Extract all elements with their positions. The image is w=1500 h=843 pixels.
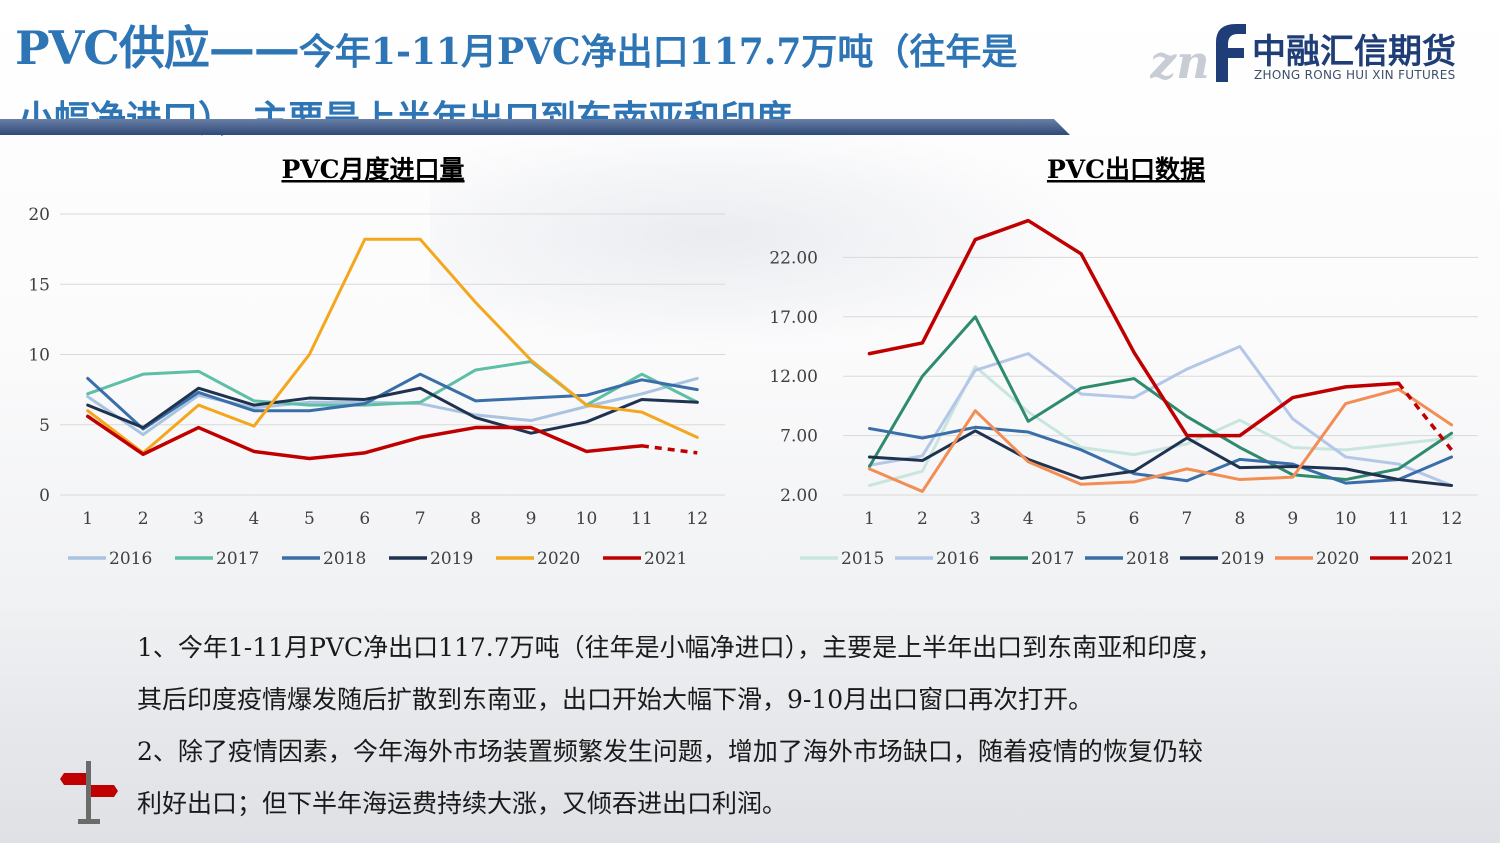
x-tick-label: 1 — [82, 509, 93, 529]
series-line-2018 — [867, 425, 1454, 485]
y-tick-label: 7.00 — [780, 427, 818, 447]
series-line-2017 — [86, 360, 699, 407]
company-logo: zn 中融汇信期货 ZHONG RONG HUI XIN FUTURES — [1149, 18, 1480, 89]
x-tick-label: 5 — [304, 509, 315, 529]
y-tick-label: 2.00 — [780, 486, 818, 506]
x-tick-label: 6 — [1129, 509, 1140, 529]
legend-label-2016: 2016 — [109, 549, 152, 569]
logo-chinese-name: 中融汇信期货 — [1252, 32, 1456, 72]
x-tick-label: 10 — [576, 509, 598, 529]
x-tick-label: 8 — [1234, 509, 1245, 529]
note-1-line-2: 其后印度疫情爆发随后扩散到东南亚，出口开始大幅下滑，9-10月出口窗口再次打开。 — [137, 685, 1094, 714]
legend-label-2016: 2016 — [936, 549, 979, 569]
y-tick-label: 15 — [28, 275, 50, 295]
series-line-2019 — [86, 386, 699, 435]
legend-label-2017: 2017 — [216, 549, 259, 569]
signpost-icon — [60, 755, 120, 825]
legend-label-2020: 2020 — [537, 549, 580, 569]
title-sub-line-1: 今年1-11月PVC净出口117.7万吨（往年是 — [298, 31, 1018, 73]
x-tick-label: 5 — [1076, 509, 1087, 529]
y-tick-label: 17.00 — [769, 308, 818, 328]
legend-label-2021: 2021 — [644, 549, 687, 569]
series-dashed-line-2021 — [1397, 382, 1453, 451]
commentary-text: 1、今年1-11月PVC净出口117.7万吨（往年是小幅净进口），主要是上半年出… — [137, 622, 1407, 830]
x-tick-label: 9 — [1287, 509, 1298, 529]
series-line-2019 — [867, 429, 1454, 487]
x-tick-label: 4 — [1023, 509, 1034, 529]
series-line-2016 — [867, 345, 1454, 487]
y-tick-label: 5 — [39, 416, 50, 436]
note-2-line-2: 利好出口；但下半年海运费持续大涨，又倾吞进出口利润。 — [137, 789, 788, 818]
x-tick-label: 8 — [470, 509, 481, 529]
x-tick-label: 3 — [970, 509, 981, 529]
logo-english-name: ZHONG RONG HUI XIN FUTURES — [1254, 68, 1456, 82]
legend-label-2017: 2017 — [1031, 549, 1074, 569]
series-line-2021 — [867, 218, 1401, 438]
world-map-watermark — [430, 110, 1130, 360]
title-line-1: PVC供应——今年1-11月PVC净出口117.7万吨（往年是 — [15, 12, 1017, 78]
x-tick-label: 11 — [631, 509, 653, 529]
x-tick-label: 10 — [1335, 509, 1357, 529]
x-tick-label: 9 — [526, 509, 537, 529]
title-main: PVC供应—— — [15, 21, 300, 75]
x-tick-label: 1 — [864, 509, 875, 529]
y-tick-label: 12.00 — [769, 367, 818, 387]
series-line-2020 — [86, 237, 699, 455]
chart-title: PVC月度进口量 — [281, 155, 464, 184]
x-tick-label: 12 — [1441, 509, 1463, 529]
x-tick-label: 12 — [686, 509, 708, 529]
y-tick-label: 20 — [28, 205, 50, 225]
y-tick-label: 0 — [39, 486, 50, 506]
logo-f-glyph — [1216, 24, 1246, 82]
logo-zn-glyph: zn — [1150, 35, 1210, 88]
series-line-2017 — [867, 315, 1454, 482]
series-dashed-line-2021 — [641, 444, 698, 455]
chart-title: PVC出口数据 — [1047, 155, 1205, 184]
legend-label-2019: 2019 — [430, 549, 473, 569]
x-tick-label: 4 — [249, 509, 260, 529]
znf-logo-mark: zn — [1149, 24, 1246, 89]
x-tick-label: 6 — [359, 509, 370, 529]
series-line-2021 — [85, 414, 644, 461]
legend-label-2015: 2015 — [841, 549, 884, 569]
legend-label-2020: 2020 — [1316, 549, 1359, 569]
series-line-2018 — [86, 372, 699, 431]
legend-label-2021: 2021 — [1411, 549, 1454, 569]
x-tick-label: 7 — [415, 509, 426, 529]
x-tick-label: 3 — [193, 509, 204, 529]
note-2-line-1: 2、除了疫情因素，今年海外市场装置频繁发生问题，增加了海外市场缺口，随着疫情的恢… — [137, 737, 1203, 766]
x-tick-label: 2 — [138, 509, 149, 529]
city-skyline-watermark — [0, 603, 1500, 843]
x-tick-label: 2 — [917, 509, 928, 529]
y-tick-label: 22.00 — [769, 248, 818, 268]
y-tick-label: 10 — [28, 346, 50, 366]
legend-label-2018: 2018 — [1126, 549, 1169, 569]
x-tick-label: 11 — [1388, 509, 1410, 529]
title-underline-bar — [0, 119, 1070, 135]
legend-label-2018: 2018 — [323, 549, 366, 569]
note-1-line-1: 1、今年1-11月PVC净出口117.7万吨（往年是小幅净进口），主要是上半年出… — [137, 633, 1223, 662]
x-tick-label: 7 — [1182, 509, 1193, 529]
series-line-2020 — [867, 387, 1454, 493]
legend-label-2019: 2019 — [1221, 549, 1264, 569]
